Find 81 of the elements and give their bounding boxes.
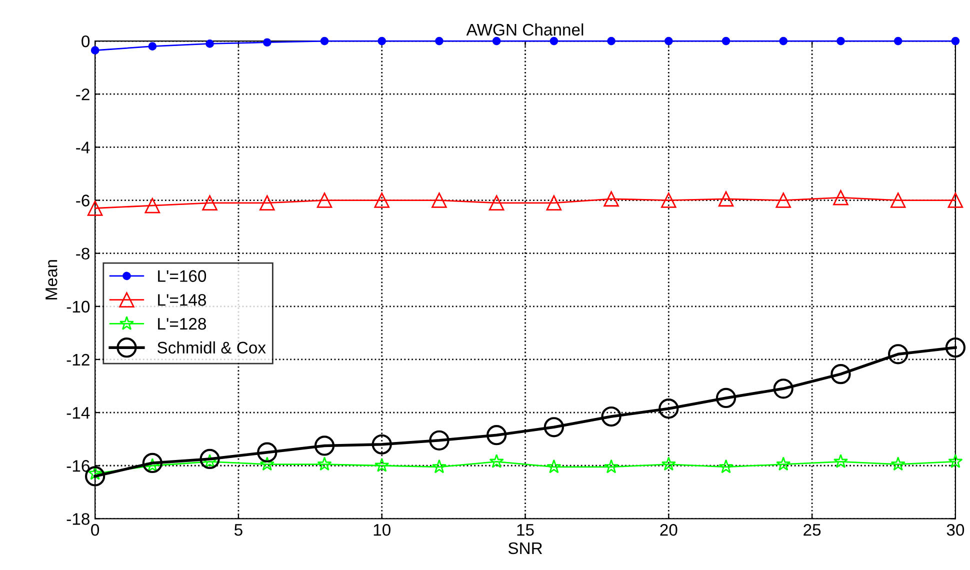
- point: [486, 425, 507, 446]
- x-tick-label: 20: [660, 524, 678, 536]
- point: [544, 417, 564, 438]
- point: [260, 195, 275, 211]
- chart-title: AWGN Channel: [466, 23, 584, 36]
- point: [202, 195, 218, 211]
- point: [718, 459, 734, 474]
- y-tick-label: -6: [76, 194, 90, 206]
- y-tick-label: -8: [76, 248, 90, 260]
- point: [888, 344, 908, 364]
- point: [206, 40, 214, 48]
- point: [661, 456, 676, 471]
- x-tick-label: 5: [234, 524, 242, 536]
- x-tick-label: 10: [374, 524, 390, 536]
- point: [90, 46, 100, 54]
- point: [948, 454, 963, 468]
- legend-label: L'=160: [158, 270, 206, 282]
- point: [435, 36, 444, 46]
- point: [429, 430, 450, 450]
- point: [890, 192, 906, 208]
- point: [546, 195, 562, 211]
- point: [776, 192, 792, 208]
- point: [779, 36, 788, 46]
- y-tick-label: 0: [82, 35, 90, 48]
- y-tick-label: -2: [76, 88, 90, 100]
- point: [378, 36, 386, 46]
- point: [894, 36, 902, 46]
- point: [260, 456, 274, 471]
- legend-label: L'=128: [158, 318, 206, 330]
- point: [374, 458, 390, 472]
- x-tick-label: 0: [91, 524, 100, 536]
- point: [658, 398, 679, 419]
- point: [314, 436, 335, 456]
- point: [432, 192, 447, 208]
- x-axis-title: SNR: [508, 542, 542, 554]
- legend-label: L'=148: [158, 294, 206, 306]
- point: [664, 36, 673, 46]
- point: [148, 42, 157, 51]
- point: [489, 454, 504, 468]
- y-tick-label: -4: [76, 142, 90, 154]
- y-tick-label: -12: [66, 354, 90, 366]
- point: [830, 364, 851, 384]
- point: [374, 192, 390, 208]
- point: [317, 456, 332, 471]
- y-tick-label: -10: [66, 300, 90, 313]
- point: [776, 456, 791, 471]
- point: [320, 36, 329, 46]
- point: [200, 448, 220, 470]
- y-axis-title: Mean: [46, 260, 58, 300]
- point: [372, 434, 392, 454]
- point: [550, 36, 558, 46]
- point: [488, 195, 504, 211]
- point: [833, 190, 848, 206]
- point: [262, 38, 272, 47]
- point: [142, 452, 162, 474]
- point: [945, 337, 966, 358]
- point: [833, 454, 848, 468]
- point: [661, 192, 676, 208]
- point: [836, 36, 845, 46]
- point: [604, 459, 619, 474]
- x-tick-label: 30: [946, 524, 964, 536]
- point: [144, 198, 160, 214]
- point: [722, 36, 730, 46]
- point: [890, 456, 906, 471]
- point: [948, 192, 964, 208]
- point: [716, 388, 736, 408]
- x-tick-label: 15: [517, 524, 534, 536]
- y-tick-label: -14: [66, 407, 90, 419]
- point: [432, 459, 447, 474]
- legend-label: Schmidl & Cox: [157, 341, 266, 354]
- point: [601, 406, 622, 427]
- point: [546, 459, 562, 474]
- point: [604, 191, 619, 207]
- point: [607, 36, 616, 46]
- point: [257, 442, 278, 462]
- point: [492, 36, 501, 46]
- point: [718, 191, 734, 207]
- x-tick-label: 25: [804, 524, 821, 536]
- y-tick-label: -18: [66, 513, 90, 525]
- point: [316, 192, 332, 208]
- point: [773, 378, 794, 399]
